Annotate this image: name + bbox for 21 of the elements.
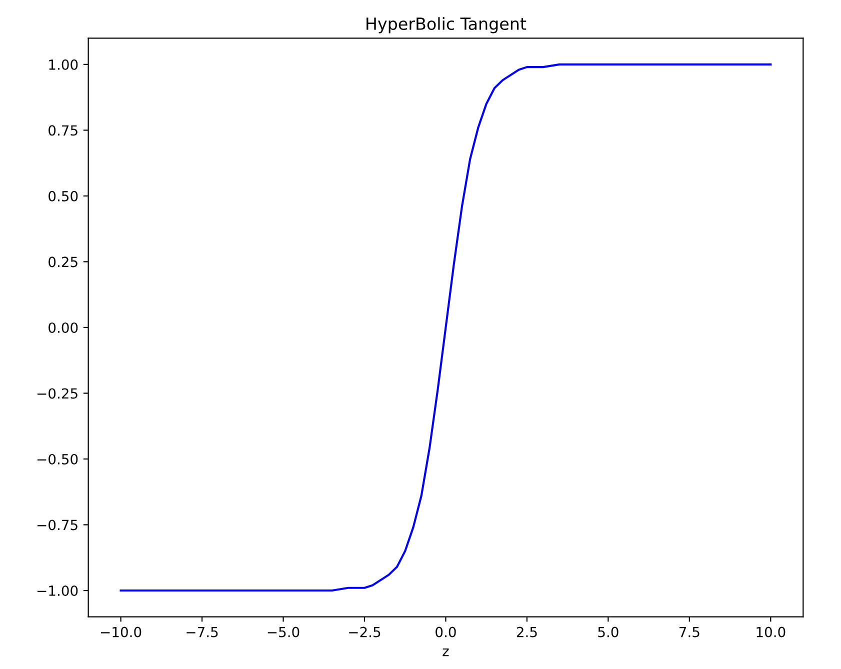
y-tick-label: 0.50 — [48, 190, 78, 202]
y-tick-label: −0.50 — [37, 454, 78, 464]
y-tick-label: 0.00 — [48, 322, 78, 333]
x-tick-label: −5.0 — [268, 626, 300, 638]
y-tick-label: 0.25 — [48, 256, 78, 268]
line-series — [120, 63, 772, 592]
x-tick-label: 5.0 — [598, 626, 618, 638]
x-tick-label: 0.0 — [436, 626, 456, 638]
x-tick-label: −2.5 — [349, 626, 380, 638]
y-tick-label: −0.75 — [37, 520, 78, 530]
x-tick-label: 7.5 — [680, 626, 700, 638]
x-tick-label: 10.0 — [756, 626, 786, 638]
x-tick-label: 2.5 — [516, 626, 537, 638]
y-tick-label: −1.00 — [37, 585, 78, 596]
chart-title: HyperBolic Tangent — [366, 17, 526, 34]
y-tick-label: 1.00 — [49, 59, 78, 70]
x-tick-label: −10.0 — [100, 626, 142, 638]
x-axis-title: z — [442, 648, 449, 656]
x-tick-label: −7.5 — [186, 626, 218, 638]
y-tick-label: −0.25 — [37, 388, 78, 399]
y-tick-label: 0.75 — [48, 125, 78, 136]
